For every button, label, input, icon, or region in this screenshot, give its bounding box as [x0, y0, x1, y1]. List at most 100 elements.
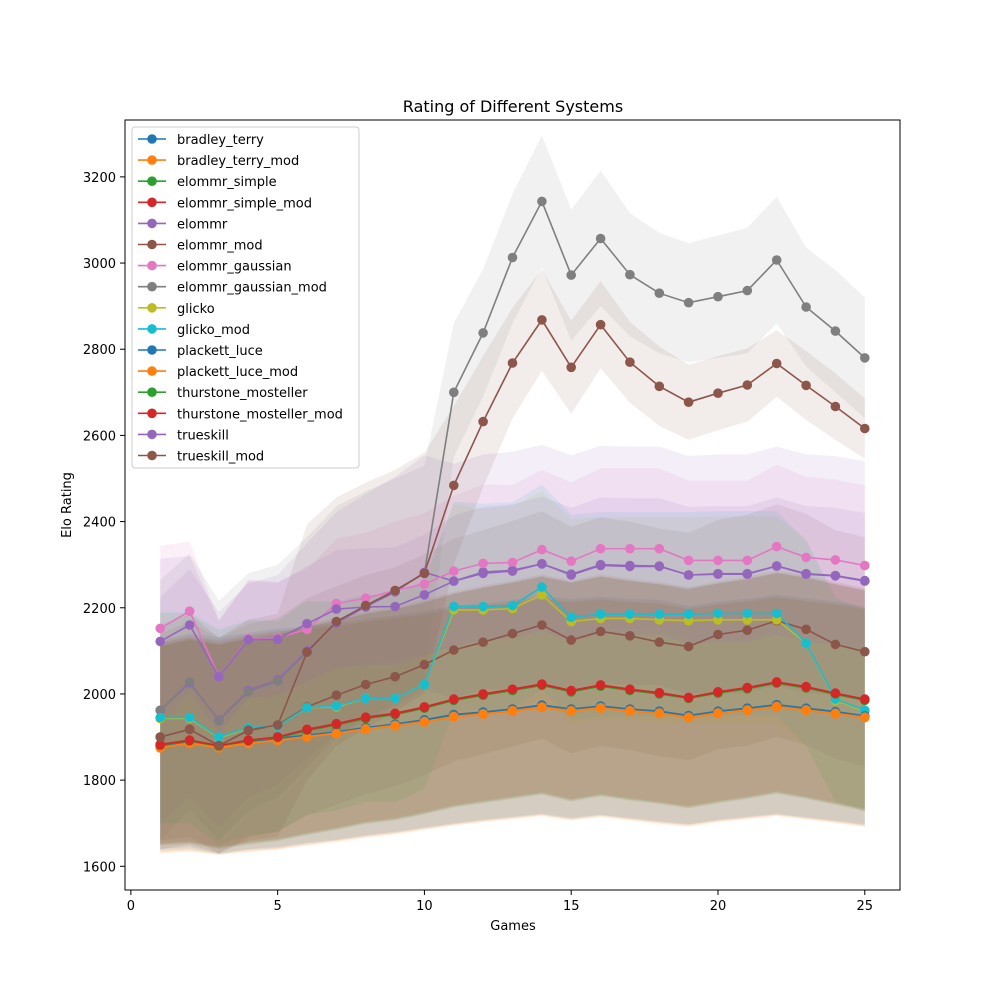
point-elommr_gaussian-11	[449, 566, 459, 576]
legend-swatch-marker-elommr	[147, 218, 157, 229]
point-trueskill_mod-16	[595, 319, 606, 330]
point-elommr_mod-9	[390, 671, 400, 682]
point-elommr_mod-12	[478, 637, 488, 647]
point-trueskill-12	[478, 568, 488, 579]
point-elommr_mod-19	[683, 641, 694, 652]
point-glicko_mod-12	[478, 601, 488, 612]
y-tick-label-2800: 2800	[83, 343, 116, 358]
point-trueskill-11	[449, 576, 459, 586]
point-trueskill-14	[537, 559, 547, 569]
point-thurstone_mosteller_mod-14	[537, 679, 547, 690]
point-elommr_mod-11	[449, 645, 459, 655]
point-trueskill-6	[302, 618, 312, 629]
point-elommr_gaussian_mod-5	[272, 676, 283, 686]
point-elommr_gaussian-25	[860, 560, 870, 571]
legend-label-trueskill_mod: trueskill_mod	[177, 450, 264, 465]
point-trueskill_mod-7	[331, 616, 342, 627]
point-plackett_luce_mod-19	[683, 712, 694, 722]
legend-swatch-marker-elommr_gaussian	[147, 260, 157, 271]
point-trueskill-15	[566, 570, 576, 580]
point-glicko_mod-18	[654, 609, 665, 619]
point-thurstone_mosteller_mod-11	[449, 694, 459, 705]
plot-frame	[124, 119, 901, 891]
legend-swatch-marker-trueskill_mod	[147, 450, 157, 461]
point-thurstone_mosteller_mod-13	[507, 684, 518, 695]
point-glicko_mod-13	[507, 600, 518, 611]
point-trueskill-21	[742, 569, 753, 579]
x-tick-label-10: 10	[416, 899, 433, 914]
x-tick-label-0: 0	[127, 899, 135, 914]
point-elommr_gaussian_mod-17	[625, 269, 635, 280]
point-trueskill_mod-3	[214, 740, 224, 751]
point-elommr_gaussian-21	[742, 555, 753, 566]
point-trueskill_mod-8	[360, 600, 371, 611]
legend-swatch-marker-glicko	[147, 303, 157, 313]
x-tick-label-15: 15	[563, 899, 580, 914]
legend-label-elommr_gaussian_mod: elommr_gaussian_mod	[177, 281, 327, 296]
band-bradley_terry_mod	[160, 598, 865, 855]
point-plackett_luce_mod-16	[595, 702, 606, 713]
point-elommr_gaussian_mod-21	[742, 285, 753, 296]
point-thurstone_mosteller_mod-23	[801, 682, 811, 692]
legend-swatch-marker-thurstone_mosteller	[147, 387, 157, 398]
point-plackett_luce_mod-10	[419, 716, 430, 727]
band-elommr_gaussian	[160, 464, 865, 733]
point-trueskill_mod-23	[801, 380, 811, 391]
point-thurstone_mosteller_mod-16	[595, 680, 606, 691]
point-glicko_mod-3	[214, 732, 224, 742]
point-elommr_mod-21	[742, 625, 753, 635]
point-elommr_mod-20	[713, 629, 723, 640]
point-elommr_mod-16	[595, 626, 606, 637]
point-trueskill-9	[390, 601, 400, 612]
point-elommr_gaussian-24	[830, 555, 841, 565]
point-elommr_gaussian_mod-22	[771, 255, 782, 265]
band-elommr_gaussian_mod	[160, 135, 865, 841]
point-elommr_gaussian-23	[801, 552, 811, 563]
y-tick-label-2200: 2200	[83, 602, 116, 617]
legend-swatch-marker-plackett_luce_mod	[147, 366, 157, 376]
x-tick-label-5: 5	[274, 899, 282, 914]
point-elommr_gaussian_mod-16	[595, 233, 606, 244]
point-glicko-14	[537, 590, 547, 600]
band-plackett_luce	[160, 594, 865, 855]
y-tick-label-1800: 1800	[83, 774, 116, 789]
point-trueskill_mod-10	[419, 568, 430, 579]
legend-swatch-marker-elommr_simple_mod	[147, 197, 157, 208]
point-thurstone_mosteller_mod-17	[625, 684, 635, 695]
point-elommr_gaussian_mod-11	[449, 387, 459, 398]
legend-frame	[131, 126, 360, 469]
point-plackett_luce_mod-14	[537, 702, 547, 712]
point-trueskill_mod-1	[155, 732, 165, 742]
point-thurstone_mosteller_mod-6	[302, 724, 312, 735]
point-thurstone_mosteller_mod-15	[566, 686, 576, 696]
point-elommr_gaussian_mod-24	[830, 326, 841, 336]
x-tick-label-20: 20	[710, 899, 727, 914]
point-elommr_mod-15	[566, 635, 576, 645]
legend-label-thurstone_mosteller: thurstone_mosteller	[177, 386, 308, 401]
point-trueskill_mod-20	[713, 388, 723, 399]
point-trueskill-18	[654, 561, 665, 572]
point-trueskill-5	[272, 634, 283, 644]
point-elommr_gaussian-1	[155, 623, 165, 634]
point-trueskill-17	[625, 561, 635, 572]
point-trueskill_mod-12	[478, 416, 488, 427]
y-tick-label-2600: 2600	[83, 429, 116, 444]
y-tick-label-1600: 1600	[83, 860, 116, 875]
point-thurstone_mosteller_mod-5	[272, 732, 283, 742]
point-elommr_gaussian-19	[683, 555, 694, 566]
point-trueskill_mod-11	[449, 480, 459, 491]
legend-swatch-marker-thurstone_mosteller_mod	[147, 408, 157, 419]
point-glicko_mod-14	[537, 582, 547, 592]
series-points	[155, 196, 870, 753]
point-trueskill-13	[507, 566, 518, 576]
point-trueskill-24	[830, 571, 841, 581]
point-trueskill-7	[331, 604, 342, 614]
legend-swatch-marker-glicko_mod	[147, 324, 157, 334]
point-elommr_gaussian_mod-18	[654, 288, 665, 299]
point-plackett_luce_mod-8	[360, 724, 371, 734]
point-plackett_luce_mod-15	[566, 705, 576, 716]
point-thurstone_mosteller_mod-20	[713, 687, 723, 697]
point-elommr_mod-25	[860, 646, 870, 657]
point-trueskill_mod-6	[302, 647, 312, 657]
